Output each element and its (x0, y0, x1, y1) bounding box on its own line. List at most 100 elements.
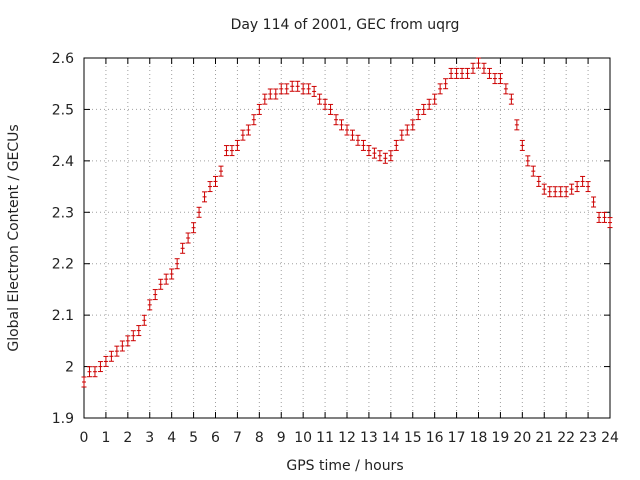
data-point (503, 83, 509, 95)
data-point (355, 134, 361, 146)
data-point (300, 83, 306, 95)
data-point (333, 114, 339, 126)
y-tick-label: 2.2 (52, 257, 74, 273)
data-point (519, 139, 525, 151)
x-tick-label: 1 (101, 430, 110, 446)
x-tick-label: 16 (426, 430, 444, 446)
data-point (360, 139, 366, 151)
data-point (421, 103, 427, 115)
data-point (552, 186, 558, 198)
data-point (108, 350, 114, 362)
x-tick-label: 13 (360, 430, 378, 446)
data-point (596, 211, 602, 223)
data-point (547, 186, 553, 198)
data-point (152, 289, 158, 301)
data-point (470, 62, 476, 74)
data-point (267, 88, 273, 100)
data-point (514, 119, 520, 131)
data-point (415, 109, 421, 121)
y-axis-ticks: 1.9 2 2.1 2.2 2.3 2.4 2.5 2.6 (52, 51, 610, 427)
y-tick-label: 1.9 (52, 411, 74, 427)
data-point (295, 80, 301, 92)
data-point (284, 83, 290, 95)
data-point (585, 181, 591, 193)
x-tick-label: 9 (277, 430, 286, 446)
y-tick-label: 2 (65, 360, 74, 376)
x-tick-label: 17 (448, 430, 466, 446)
data-point (125, 335, 131, 347)
data-point (426, 98, 432, 110)
data-point (207, 181, 213, 193)
data-point (180, 242, 186, 254)
data-point (262, 93, 268, 105)
y-tick-label: 2.4 (52, 154, 74, 170)
data-point (97, 361, 103, 373)
data-point (229, 145, 235, 157)
x-tick-label: 14 (382, 430, 400, 446)
x-tick-label: 22 (557, 430, 575, 446)
data-point (563, 186, 569, 198)
y-tick-label: 2.3 (52, 205, 74, 221)
data-point (328, 103, 334, 115)
data-point (114, 345, 120, 357)
chart-title: Day 114 of 2001, GEC from uqrg (231, 17, 460, 33)
x-tick-label: 0 (80, 430, 89, 446)
data-point (234, 139, 240, 151)
data-point (130, 330, 136, 342)
data-point (486, 67, 492, 79)
data-point (185, 232, 191, 244)
data-point (119, 340, 125, 352)
x-tick-label: 7 (233, 430, 242, 446)
x-tick-label: 20 (513, 430, 531, 446)
data-point (141, 314, 147, 326)
data-point (574, 181, 580, 193)
x-axis-label: GPS time / hours (286, 458, 403, 474)
data-point (240, 129, 246, 141)
data-point (191, 222, 197, 234)
data-point (530, 165, 536, 177)
data-point (256, 103, 262, 115)
data-point (245, 124, 251, 136)
data-point (382, 152, 388, 164)
x-axis-ticks: 0 1 2 3 4 5 6 7 8 9 10 11 12 13 14 15 16 17 18 19 20 21 22 23 24 (80, 58, 619, 446)
x-tick-label: 23 (579, 430, 597, 446)
data-point (92, 366, 98, 378)
data-point (377, 150, 383, 162)
data-point (306, 83, 312, 95)
data-point (580, 175, 586, 187)
data-point (481, 62, 487, 74)
data-point (289, 80, 295, 92)
data-point (497, 73, 503, 85)
data-point (607, 217, 613, 229)
data-point (311, 85, 317, 97)
data-point (278, 83, 284, 95)
data-point (196, 206, 202, 218)
y-tick-label: 2.6 (52, 51, 74, 67)
data-point (158, 278, 164, 290)
data-point (558, 186, 564, 198)
data-point (147, 299, 153, 311)
x-tick-label: 5 (189, 430, 198, 446)
x-tick-label: 18 (470, 430, 488, 446)
x-tick-label: 8 (255, 430, 264, 446)
data-point (349, 129, 355, 141)
data-point (202, 191, 208, 203)
data-point (163, 273, 169, 285)
data-point (223, 145, 229, 157)
data-point (404, 124, 410, 136)
data-points (81, 57, 613, 388)
data-point (393, 139, 399, 151)
data-point (399, 129, 405, 141)
x-tick-label: 11 (316, 430, 334, 446)
data-point (81, 376, 87, 388)
data-point (273, 88, 279, 100)
data-point (508, 93, 514, 105)
data-point (410, 119, 416, 131)
x-tick-label: 21 (535, 430, 553, 446)
data-point (437, 83, 443, 95)
x-tick-label: 15 (404, 430, 422, 446)
data-point (174, 258, 180, 270)
data-point (344, 124, 350, 136)
data-point (448, 67, 454, 79)
x-tick-label: 3 (145, 430, 154, 446)
